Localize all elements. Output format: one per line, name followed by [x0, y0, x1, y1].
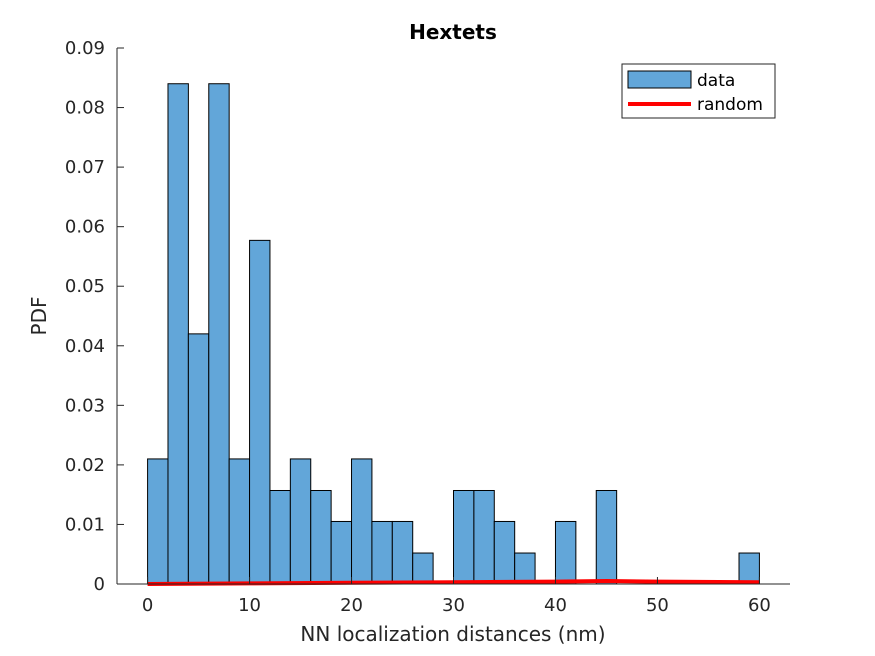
histogram-bar — [167, 83, 189, 585]
y-tick-label: 0.08 — [65, 98, 105, 119]
y-tick-label: 0 — [94, 574, 105, 595]
histogram-bar — [208, 83, 230, 585]
histogram-bar — [187, 333, 210, 585]
x-ticks: 0 10 20 30 40 50 60 — [142, 577, 771, 616]
y-tick-label: 0.07 — [65, 157, 105, 178]
legend-data-swatch — [627, 70, 692, 89]
y-tick-label: 0.03 — [65, 395, 105, 416]
x-tick-label: 60 — [748, 595, 771, 616]
histogram-bar — [269, 489, 291, 585]
y-tick-label: 0.01 — [65, 514, 105, 535]
legend-data-label: data — [697, 71, 735, 91]
legend: data random — [621, 63, 776, 119]
x-axis-label: NN localization distances (nm) — [300, 622, 605, 646]
x-tick-label: 50 — [646, 595, 669, 616]
histogram-bar — [228, 458, 251, 585]
histogram-bar — [514, 552, 536, 585]
x-tick-label: 10 — [238, 595, 261, 616]
y-tick-label: 0.05 — [65, 276, 105, 297]
random-line-layer — [147, 579, 760, 586]
histogram-bar — [249, 239, 271, 585]
random-line — [147, 579, 760, 586]
histogram-bar — [330, 520, 353, 585]
data-bars — [147, 83, 760, 585]
histogram-bar — [391, 520, 414, 585]
x-tick-label: 40 — [544, 595, 567, 616]
x-tick-label: 20 — [340, 595, 363, 616]
y-tick-label: 0.06 — [65, 217, 105, 238]
y-tick-label: 0.04 — [65, 336, 105, 357]
histogram-bar — [595, 489, 618, 585]
histogram-bar — [554, 520, 577, 585]
histogram-bar — [289, 458, 312, 585]
histogram-bar — [453, 489, 475, 585]
x-tick-label: 30 — [442, 595, 465, 616]
legend-random-label: random — [697, 95, 763, 115]
histogram-bar — [493, 520, 516, 585]
histogram-bar — [473, 489, 495, 585]
y-tick-label: 0.02 — [65, 455, 105, 476]
y-axis-label: PDF — [27, 297, 51, 336]
histogram-bar — [412, 552, 434, 585]
histogram-bar — [310, 489, 332, 585]
y-tick-label: 0.09 — [65, 38, 105, 59]
chart-title: Hextets — [409, 20, 497, 44]
y-ticks: 0 0.01 0.02 0.03 0.04 0.05 0.06 0.07 0.08 0.09 — [65, 38, 124, 595]
histogram-bar — [371, 520, 393, 585]
histogram-bar — [738, 552, 760, 585]
x-tick-label: 0 — [142, 595, 153, 616]
histogram-bar — [351, 458, 373, 585]
histogram-bar — [147, 458, 169, 585]
